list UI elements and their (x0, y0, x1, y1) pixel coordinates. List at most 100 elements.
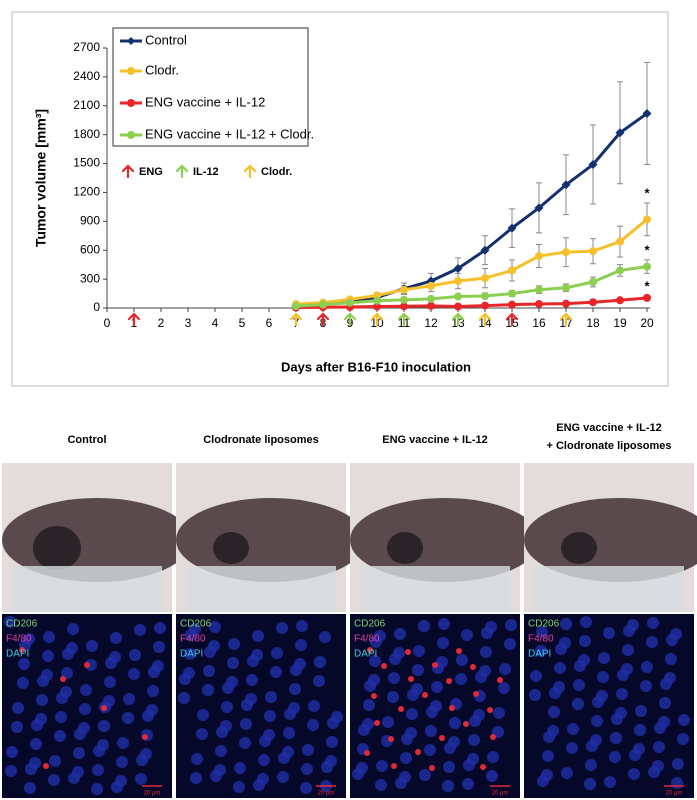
macrophage (405, 649, 411, 655)
nucleus (640, 680, 652, 692)
nucleus (548, 706, 560, 718)
nucleus (623, 625, 635, 637)
macrophage (388, 736, 394, 742)
nucleus (301, 763, 313, 775)
nucleus (413, 645, 425, 657)
macrophage (101, 705, 107, 711)
nucleus (222, 682, 234, 694)
nucleus (610, 732, 622, 744)
nucleus (672, 758, 684, 770)
nucleus (202, 684, 214, 696)
nucleus (289, 683, 301, 695)
nucleus (536, 626, 548, 638)
marker (616, 237, 624, 246)
legend-arrow (243, 164, 257, 179)
nucleus (455, 673, 467, 685)
nucleus (635, 705, 647, 717)
nucleus (92, 764, 104, 776)
macrophage (439, 735, 445, 741)
nucleus (573, 679, 585, 691)
nucleus (406, 708, 418, 720)
ruler (360, 566, 510, 612)
y-tick-label: 300 (80, 271, 100, 285)
treatment-arrow (505, 312, 519, 327)
nucleus (549, 687, 561, 699)
nucleus (475, 671, 487, 683)
marker (400, 285, 408, 294)
marker (643, 293, 651, 302)
stain-label: CD206 (6, 619, 38, 630)
marker (480, 245, 490, 255)
nucleus (363, 699, 375, 711)
marker (643, 215, 651, 224)
nucleus (48, 774, 60, 786)
nucleus (246, 674, 258, 686)
nucleus (554, 662, 566, 674)
nucleus (210, 770, 222, 782)
treatment-arrow (289, 312, 303, 327)
marker (373, 296, 381, 305)
marker (642, 108, 652, 118)
nucleus (104, 676, 116, 688)
macrophage (60, 676, 66, 682)
marker (454, 292, 462, 301)
nucleus (105, 657, 117, 669)
nucleus (117, 737, 129, 749)
nucleus (17, 677, 29, 689)
stain-label: CD206 (354, 619, 386, 630)
nucleus (37, 675, 49, 687)
nucleus (68, 772, 80, 784)
nucleus (561, 767, 573, 779)
macrophage (470, 664, 476, 670)
nucleus (215, 745, 227, 757)
macrophage (480, 764, 486, 770)
nucleus (580, 616, 592, 628)
nucleus (678, 714, 690, 726)
y-tick-label: 1800 (73, 127, 100, 141)
panel-title: Control (67, 434, 106, 446)
nucleus (431, 681, 443, 693)
nucleus (493, 707, 505, 719)
nucleus (604, 776, 616, 788)
legend-label: ENG vaccine + IL-12 + Clodr. (145, 126, 314, 141)
nucleus (307, 719, 319, 731)
y-tick-label: 1200 (73, 185, 100, 199)
nucleus (290, 664, 302, 676)
nucleus (425, 725, 437, 737)
nucleus (247, 655, 259, 667)
macrophage (371, 693, 377, 699)
nucleus (234, 762, 246, 774)
marker (481, 291, 489, 300)
nucleus (253, 779, 265, 791)
nucleus (426, 706, 438, 718)
marker (508, 266, 516, 275)
nucleus (197, 709, 209, 721)
stain-label: F4/80 (180, 634, 206, 645)
nucleus (25, 763, 37, 775)
nucleus (671, 777, 683, 789)
nucleus (653, 741, 665, 753)
tumor (561, 532, 597, 564)
nucleus (654, 722, 666, 734)
nucleus (530, 670, 542, 682)
nucleus (358, 724, 370, 736)
nucleus (264, 710, 276, 722)
nucleus (591, 715, 603, 727)
nucleus (142, 710, 154, 722)
x-tick-label: 3 (185, 316, 192, 330)
marker (561, 180, 571, 190)
nucleus (585, 759, 597, 771)
nucleus (123, 693, 135, 705)
nucleus (18, 658, 30, 670)
nucleus (537, 775, 549, 787)
nucleus (555, 643, 567, 655)
nucleus (646, 636, 658, 648)
nucleus (609, 751, 621, 763)
nucleus (136, 754, 148, 766)
nucleus (185, 629, 197, 641)
marker (454, 302, 462, 311)
nucleus (79, 703, 91, 715)
nucleus (240, 718, 252, 730)
nucleus (616, 688, 628, 700)
scale-label: 20 µm (492, 791, 509, 797)
